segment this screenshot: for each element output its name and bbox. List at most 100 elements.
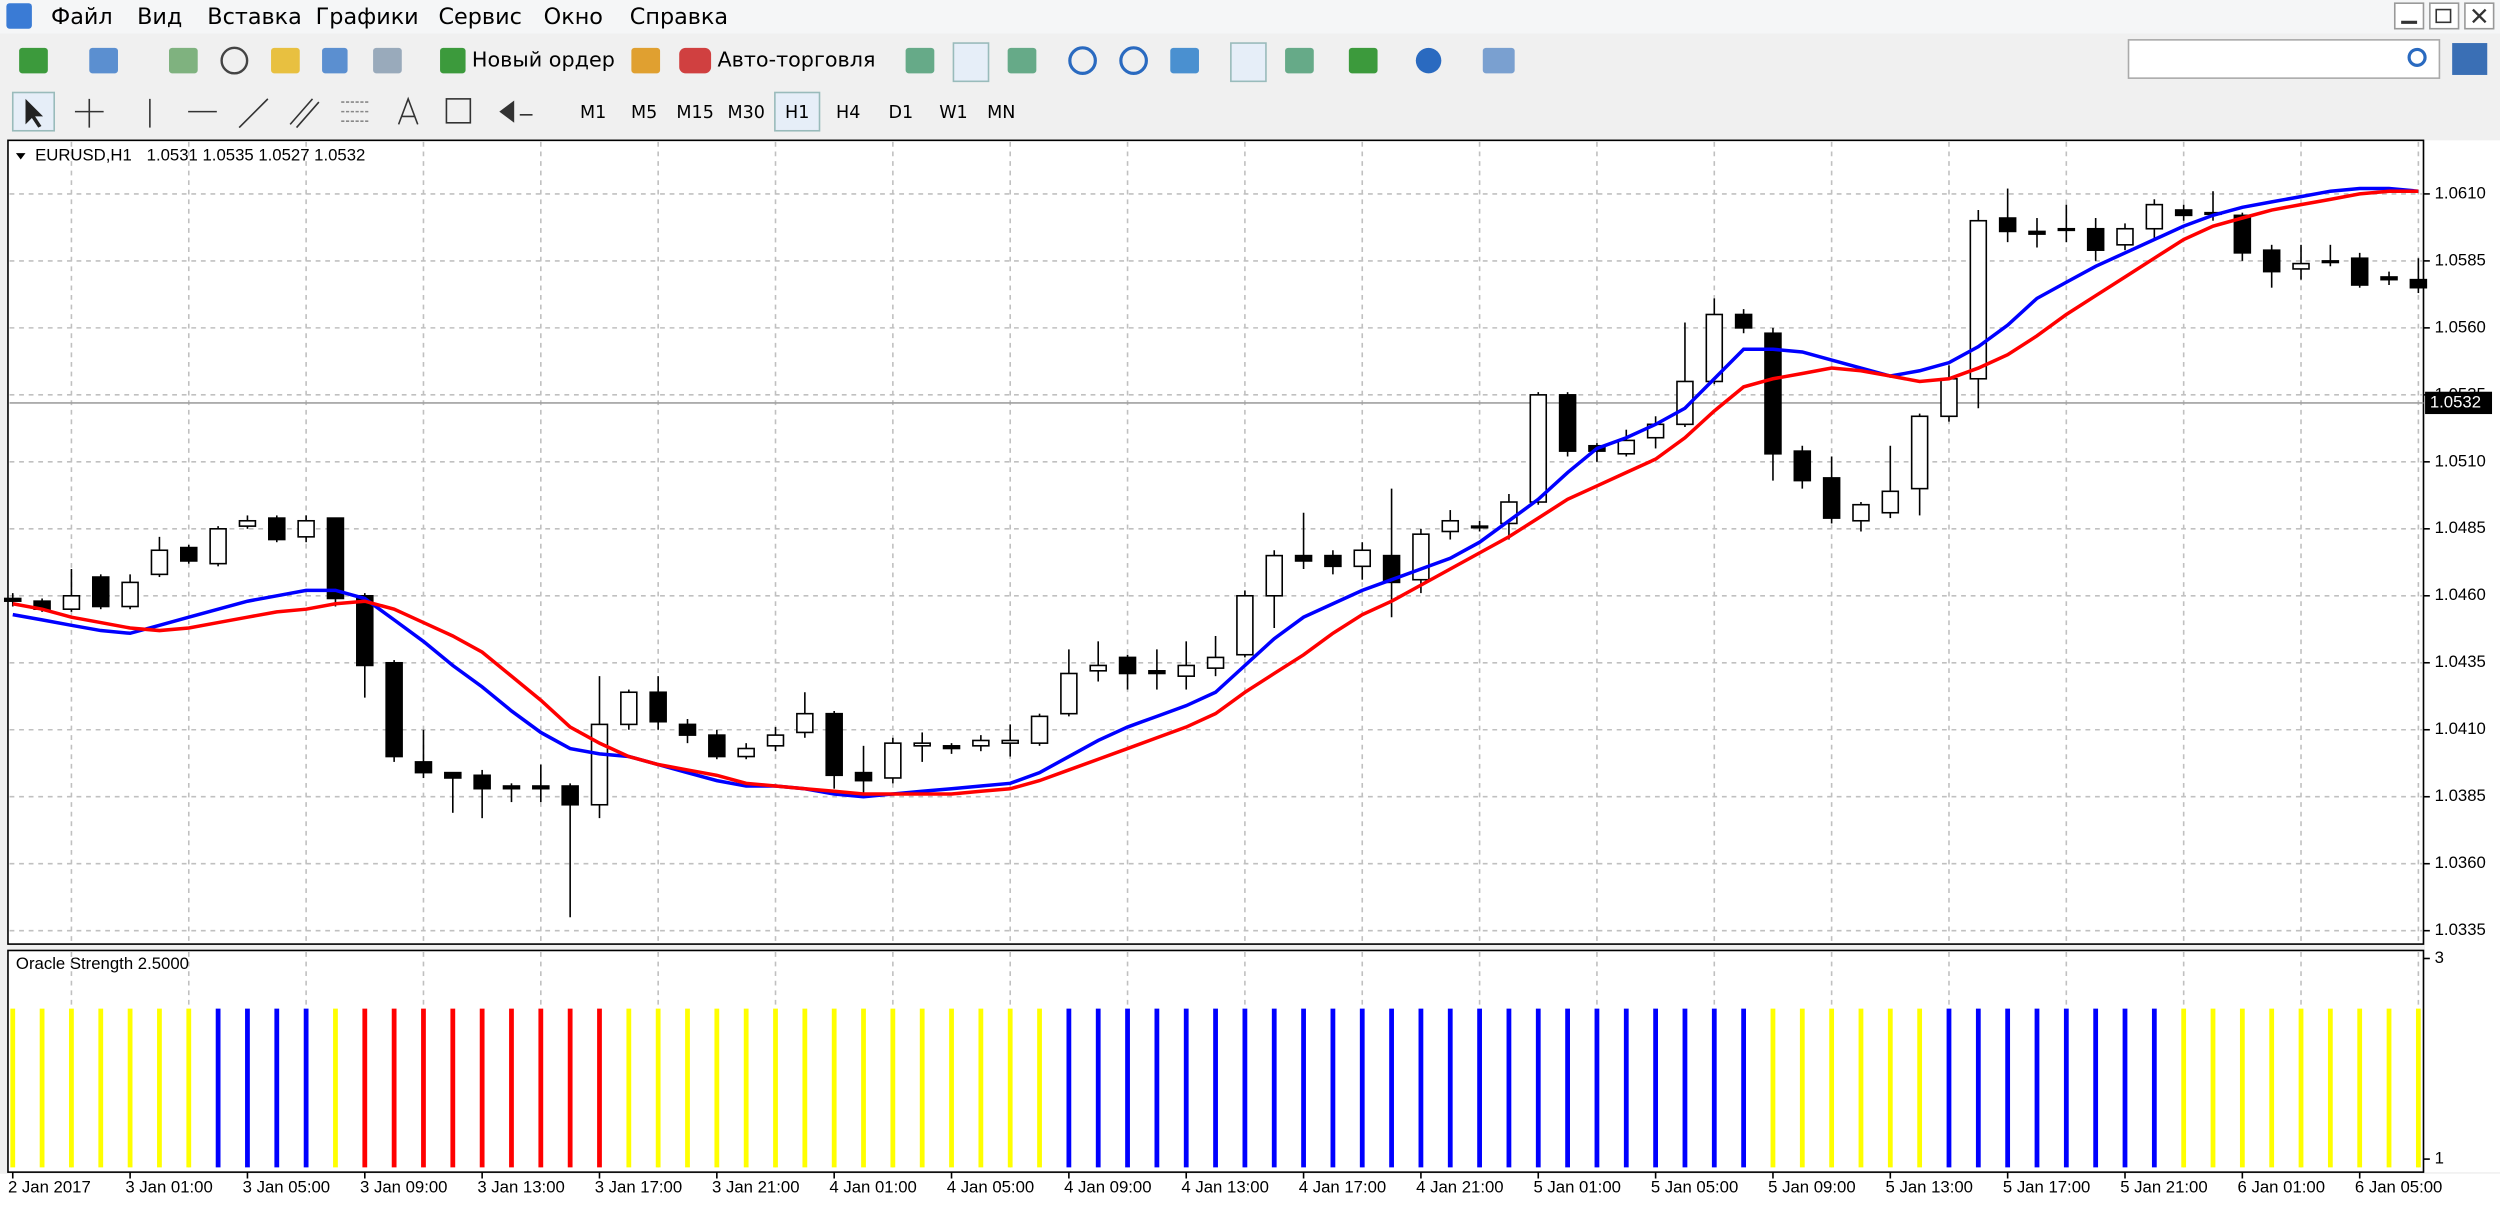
- x-tick-label: 6 Jan 05:00: [2355, 1177, 2442, 1196]
- indicator-title: Oracle Strength 2.5000: [16, 954, 189, 973]
- icon-button[interactable]: [1068, 46, 1097, 75]
- icon-button[interactable]: [1230, 42, 1267, 83]
- timeframe-button[interactable]: W1: [939, 103, 967, 123]
- search-box[interactable]: [2127, 39, 2441, 79]
- icon-button[interactable]: [679, 47, 712, 74]
- menu-item[interactable]: Окно: [544, 4, 603, 30]
- x-tick-label: 5 Jan 17:00: [2003, 1177, 2090, 1196]
- channel-button[interactable]: [289, 98, 320, 129]
- candle-body: [1441, 519, 1460, 533]
- x-tick-label: 5 Jan 05:00: [1651, 1177, 1738, 1196]
- icon-button[interactable]: [220, 46, 249, 75]
- candle-body: [3, 597, 22, 602]
- candle-body: [1206, 656, 1225, 669]
- candle-body: [766, 734, 785, 747]
- icon-button[interactable]: [1482, 47, 1515, 74]
- candle-body: [561, 785, 579, 806]
- icon-button[interactable]: [1415, 47, 1442, 74]
- candle-body: [1969, 219, 1988, 380]
- moving-average: [12, 186, 2419, 799]
- text-button[interactable]: [397, 96, 419, 125]
- candle-body: [2145, 203, 2164, 230]
- icon-button[interactable]: [952, 42, 990, 83]
- candle-body: [1617, 439, 1636, 455]
- icon: [2472, 8, 2487, 24]
- menu-item[interactable]: Графики: [316, 4, 419, 30]
- y-tick-label: 3: [2435, 948, 2444, 967]
- moving-average: [12, 189, 2419, 796]
- timeframe-button[interactable]: H4: [836, 103, 860, 123]
- y-tick-label: 1: [2435, 1149, 2444, 1168]
- icon-button[interactable]: [169, 47, 198, 74]
- price-tag: [2425, 391, 2493, 415]
- timeframe-button[interactable]: H1: [785, 103, 809, 123]
- trendline-button[interactable]: [238, 98, 269, 129]
- candle-body: [1940, 377, 1958, 418]
- icon-button[interactable]: [1119, 46, 1148, 75]
- x-tick-label: 5 Jan 13:00: [1886, 1177, 1973, 1196]
- icon-button[interactable]: [19, 47, 48, 74]
- candle-body: [1177, 664, 1195, 677]
- menu-item[interactable]: Сервис: [438, 4, 521, 30]
- menu-item[interactable]: Файл: [51, 4, 113, 30]
- candle-body: [1676, 380, 1694, 426]
- candle-body: [121, 581, 139, 608]
- timeframe-button[interactable]: M5: [631, 103, 657, 123]
- restore-button[interactable]: [2429, 2, 2460, 30]
- candle-body: [91, 576, 110, 608]
- label-button[interactable]: [445, 98, 472, 124]
- candle-body: [2174, 209, 2193, 217]
- candle-body: [62, 594, 81, 610]
- arrows-button[interactable]: [499, 100, 533, 123]
- minimize-button[interactable]: [2393, 2, 2425, 30]
- icon-button[interactable]: [905, 47, 935, 74]
- timeframe-button[interactable]: MN: [987, 103, 1015, 123]
- fibo-button[interactable]: [341, 101, 370, 122]
- candle-body: [473, 774, 491, 790]
- candle-body: [1822, 477, 1841, 519]
- x-tick-label: 5 Jan 21:00: [2120, 1177, 2207, 1196]
- icon-button[interactable]: [440, 47, 466, 74]
- menu-item[interactable]: Справка: [630, 4, 728, 30]
- crosshair-button[interactable]: [74, 98, 104, 128]
- candle-body: [326, 517, 345, 600]
- candle-body: [972, 739, 990, 747]
- timeframe-button[interactable]: M1: [580, 103, 606, 123]
- candle-body: [150, 549, 169, 576]
- candle-body: [1148, 670, 1166, 675]
- timeframe-button[interactable]: M15: [676, 103, 713, 123]
- icon-button[interactable]: [322, 47, 348, 74]
- x-tick-label: 3 Jan 21:00: [712, 1177, 799, 1196]
- plot: 1.0335 1.0360 1.0385 1.0410 1.0435 1.0460 1.04…: [3, 141, 2493, 1197]
- candle-body: [2380, 276, 2398, 281]
- icon-button[interactable]: [373, 47, 402, 74]
- candle-body: [444, 771, 462, 779]
- help-button[interactable]: [2452, 43, 2488, 75]
- new-order-button[interactable]: Новый ордер: [472, 48, 615, 72]
- icon-button[interactable]: [89, 47, 118, 74]
- timeframe-button[interactable]: M30: [727, 103, 764, 123]
- candle-body: [1734, 313, 1753, 329]
- x-tick-label: 3 Jan 17:00: [595, 1177, 682, 1196]
- icon-button[interactable]: [1285, 47, 1314, 74]
- icon-button[interactable]: [271, 47, 300, 74]
- candle-body: [2057, 227, 2076, 232]
- y-tick-label: 1.0560: [2435, 317, 2486, 336]
- x-tick-label: 4 Jan 05:00: [947, 1177, 1034, 1196]
- icon-button[interactable]: [1348, 47, 1378, 74]
- candle-body: [737, 747, 755, 758]
- close-button[interactable]: [2464, 2, 2495, 30]
- candle-body: [590, 723, 609, 806]
- timeframe-button[interactable]: D1: [889, 103, 914, 123]
- x-tick-label: 4 Jan 17:00: [1299, 1177, 1386, 1196]
- auto-trading-button[interactable]: Авто-торговля: [717, 48, 875, 72]
- menu-item[interactable]: Вид: [137, 4, 182, 30]
- icon-button[interactable]: [1170, 47, 1199, 74]
- candle-body: [2028, 230, 2046, 235]
- icon-button[interactable]: [631, 47, 661, 74]
- candle-body: [796, 712, 814, 734]
- x-tick-label: 2 Jan 2017: [8, 1177, 91, 1196]
- menu-item[interactable]: Вставка: [207, 4, 302, 30]
- icon-button[interactable]: [1007, 47, 1037, 74]
- x-tick-label: 3 Jan 01:00: [125, 1177, 212, 1196]
